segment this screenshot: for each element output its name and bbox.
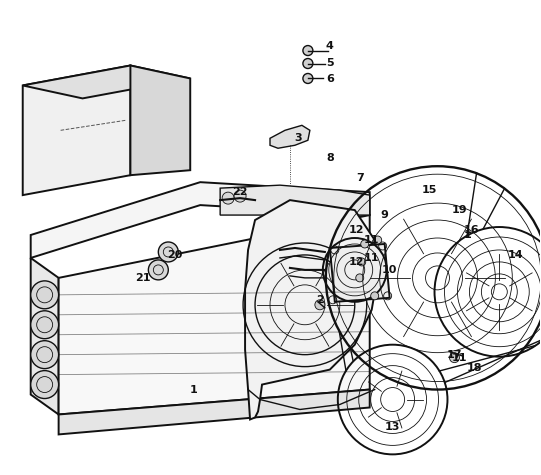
Text: 2: 2 [316,295,324,305]
Polygon shape [220,185,370,215]
Circle shape [361,240,369,248]
Text: 20: 20 [168,250,183,260]
Text: 13: 13 [385,422,400,432]
Text: 8: 8 [326,153,334,163]
Polygon shape [130,66,190,175]
Polygon shape [31,258,58,415]
Circle shape [374,236,381,244]
Circle shape [303,74,313,84]
Polygon shape [23,66,190,98]
Circle shape [356,274,364,282]
Text: 11: 11 [364,235,379,245]
Text: 4: 4 [326,40,334,50]
Text: 12: 12 [349,225,365,235]
Text: 7: 7 [356,173,364,183]
Text: 19: 19 [452,205,467,215]
Text: 11: 11 [452,352,467,362]
Polygon shape [58,390,370,435]
Text: 15: 15 [422,185,437,195]
Text: 14: 14 [507,250,523,260]
Polygon shape [58,215,370,415]
Polygon shape [31,182,370,258]
Text: 18: 18 [467,362,482,372]
Circle shape [31,341,58,369]
Circle shape [159,242,179,262]
Circle shape [234,190,246,202]
Text: 6: 6 [326,75,334,85]
Circle shape [31,311,58,339]
Circle shape [31,281,58,309]
Text: 1: 1 [464,230,471,240]
Text: 11: 11 [364,253,379,263]
Polygon shape [245,200,378,419]
Text: 1: 1 [189,385,197,395]
Text: 21: 21 [135,273,150,283]
Circle shape [148,260,168,280]
Polygon shape [330,244,390,302]
Text: 12: 12 [349,257,365,267]
Circle shape [371,292,379,300]
Circle shape [303,58,313,68]
Polygon shape [23,66,130,195]
Circle shape [450,352,459,362]
Circle shape [31,370,58,399]
Text: 22: 22 [232,187,248,197]
Text: 5: 5 [326,57,334,67]
Text: 3: 3 [294,133,302,143]
Text: 10: 10 [382,265,397,275]
Text: 9: 9 [381,210,388,220]
Circle shape [222,192,234,204]
Circle shape [315,300,325,310]
Text: 17: 17 [447,350,462,360]
Polygon shape [270,125,310,148]
Text: 16: 16 [464,225,479,235]
Circle shape [303,46,313,56]
Circle shape [358,258,366,266]
